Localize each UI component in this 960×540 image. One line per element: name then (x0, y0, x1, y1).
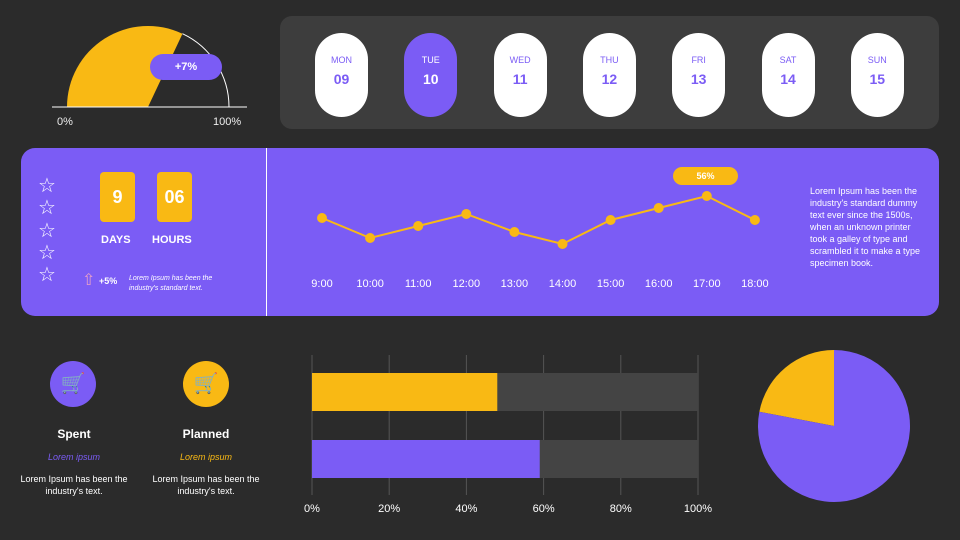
day-name: FRI (691, 55, 706, 65)
day-name: THU (600, 55, 619, 65)
star-icon[interactable]: ☆ (38, 219, 56, 242)
bar-x-tick-label: 0% (304, 503, 320, 515)
x-tick-label: 13:00 (500, 278, 529, 290)
line-point (557, 239, 568, 249)
x-tick-label: 18:00 (741, 278, 769, 290)
hours-value: 06 (157, 172, 192, 222)
line-point (413, 221, 424, 231)
day-tue[interactable]: TUE 10 (404, 33, 458, 117)
bar-x-tick-label: 80% (609, 503, 632, 515)
days-value: 9 (100, 172, 135, 222)
x-tick-label: 17:00 (693, 278, 721, 290)
x-tick-label: 11:00 (404, 278, 432, 290)
line-point (653, 203, 664, 213)
divider (266, 148, 267, 316)
line-series (321, 194, 756, 246)
line-point (509, 227, 520, 237)
line-point (749, 215, 760, 225)
bar-x-tick-label: 40% (455, 503, 478, 515)
day-number: 13 (690, 71, 707, 87)
x-tick-label: 10:00 (356, 278, 384, 290)
spent-text: Lorem Ipsum has been the industry's text… (20, 474, 128, 496)
planned-title: Planned (182, 427, 230, 441)
line-chart (317, 191, 760, 249)
hours-label: HOURS (152, 234, 192, 246)
bar-x-tick-label: 60% (532, 503, 555, 515)
change-value: +5% (99, 276, 118, 286)
spent-title: Spent (57, 427, 91, 441)
line-point (701, 191, 712, 201)
day-number: 10 (423, 71, 439, 87)
bar-x-tick-label: 100% (683, 503, 713, 515)
days-label: DAYS (101, 234, 131, 246)
gauge-max-label: 100% (213, 116, 242, 128)
planned-text: Lorem Ipsum has been the industry's text… (152, 474, 260, 496)
x-tick-label: 12:00 (452, 278, 481, 290)
cart-down-icon: 🛒 (183, 361, 229, 407)
day-number: 09 (333, 71, 350, 87)
x-tick-label: 9:00 (311, 278, 333, 290)
star-icon[interactable]: ☆ (38, 264, 56, 287)
change-note: Lorem Ipsum has been the industry's stan… (129, 275, 213, 292)
day-name: WED (509, 55, 531, 65)
side-text: Lorem Ipsum has been the industry's stan… (810, 186, 921, 268)
line-annotation: 56% (673, 167, 738, 185)
day-wed[interactable]: WED 11 (493, 33, 547, 117)
day-number: 12 (601, 71, 618, 87)
day-number: 14 (780, 71, 796, 87)
day-thu[interactable]: THU 12 (582, 33, 636, 117)
star-icon[interactable]: ☆ (38, 241, 56, 264)
day-number: 11 (512, 71, 528, 87)
day-sat[interactable]: SAT 14 (761, 33, 815, 117)
gauge-min-label: 0% (57, 116, 73, 128)
x-tick-label: 14:00 (548, 278, 577, 290)
pie-slice (759, 350, 834, 426)
day-name: TUE (421, 55, 440, 65)
planned-subtitle: Lorem ipsum (179, 452, 233, 462)
gauge-fill (67, 25, 183, 107)
x-tick-label: 15:00 (596, 278, 625, 290)
day-fri[interactable]: FRI 13 (672, 33, 726, 117)
day-name: SAT (779, 55, 797, 65)
star-icon[interactable]: ☆ (38, 175, 56, 197)
day-sun[interactable]: SUN 15 (850, 33, 904, 117)
day-mon[interactable]: MON 09 (315, 33, 368, 117)
bar (312, 373, 498, 411)
star-icon[interactable]: ☆ (38, 197, 56, 220)
line-point (317, 213, 327, 223)
bar (312, 440, 540, 478)
day-name: MON (331, 55, 352, 65)
gauge-badge: +7% (150, 54, 222, 80)
spent-subtitle: Lorem ipsum (47, 452, 101, 462)
bar-chart (311, 350, 910, 502)
day-number: 15 (869, 71, 886, 87)
arrow-up-icon: ⇧ (82, 272, 96, 289)
x-tick-label: 16:00 (644, 278, 673, 290)
line-point (365, 233, 376, 243)
bar-x-tick-label: 20% (378, 503, 401, 515)
pie-slice (758, 350, 910, 502)
day-name: SUN (867, 55, 887, 65)
line-point (461, 209, 472, 219)
line-point (605, 215, 616, 225)
cart-up-icon: 🛒 (50, 361, 96, 407)
